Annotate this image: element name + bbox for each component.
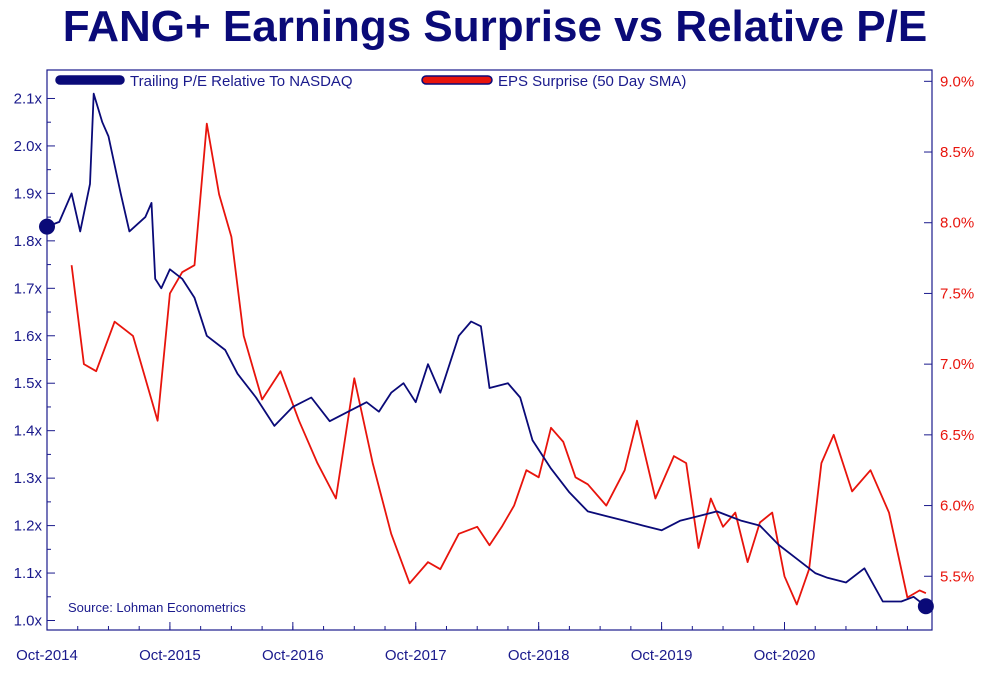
left-tick-label: 1.6x (14, 328, 43, 345)
x-tick-label: Oct-2016 (262, 647, 324, 664)
x-tick-label: Oct-2020 (754, 647, 816, 664)
right-tick-label: 9.0% (940, 73, 974, 90)
right-tick-label: 8.5% (940, 144, 974, 161)
legend: Trailing P/E Relative To NASDAQ EPS Surpr… (55, 73, 686, 90)
legend-label: Trailing P/E Relative To NASDAQ (130, 73, 353, 90)
series-line-0 (46, 92, 927, 608)
series-layer (39, 92, 934, 615)
legend-label: EPS Surprise (50 Day SMA) (498, 73, 686, 90)
source-note: Source: Lohman Econometrics (68, 600, 246, 615)
left-tick-label: 1.2x (14, 518, 43, 535)
left-tick-label: 1.7x (14, 280, 43, 297)
left-tick-label: 2.0x (14, 138, 43, 155)
plot-area (46, 69, 933, 631)
right-tick-label: 6.5% (940, 427, 974, 444)
left-tick-label: 1.0x (14, 613, 43, 630)
left-tick-label: 1.1x (14, 565, 43, 582)
x-tick-label: Oct-2018 (508, 647, 570, 664)
x-tick-label: Oct-2017 (385, 647, 447, 664)
series-line-1 (70, 122, 927, 606)
chart-title: FANG+ Earnings Surprise vs Relative P/E (62, 2, 928, 51)
left-tick-label: 1.4x (14, 423, 43, 440)
right-tick-label: 6.0% (940, 498, 974, 515)
right-axis: 5.5% 6.0% 6.5% 7.0% 7.5% 8.0% 8.5% 9.0% (924, 73, 974, 585)
right-tick-label: 7.5% (940, 285, 974, 302)
legend-swatch (55, 75, 125, 85)
left-tick-label: 1.5x (14, 375, 43, 392)
left-tick-label: 1.9x (14, 185, 43, 202)
left-tick-label: 1.8x (14, 233, 43, 250)
x-tick-label: Oct-2014 (16, 647, 78, 664)
x-tick-label: Oct-2019 (631, 647, 693, 664)
left-axis: 1.0x 1.1x 1.2x 1.3x 1.4x 1.5x 1.6x 1.7x 1.8x 1.9x… (14, 90, 55, 630)
x-axis: Oct-2014 Oct-2015 Oct-2016 Oct-2017 Oct-2018… (16, 622, 908, 664)
right-tick-label: 5.5% (940, 568, 974, 585)
left-tick-label: 2.1x (14, 90, 43, 107)
right-tick-label: 7.0% (940, 356, 974, 373)
right-tick-label: 8.0% (940, 215, 974, 232)
legend-swatch (421, 75, 493, 85)
series-start-point (39, 218, 55, 235)
left-tick-label: 1.3x (14, 470, 43, 487)
series-end-point (917, 598, 934, 615)
x-tick-label: Oct-2015 (139, 647, 201, 664)
